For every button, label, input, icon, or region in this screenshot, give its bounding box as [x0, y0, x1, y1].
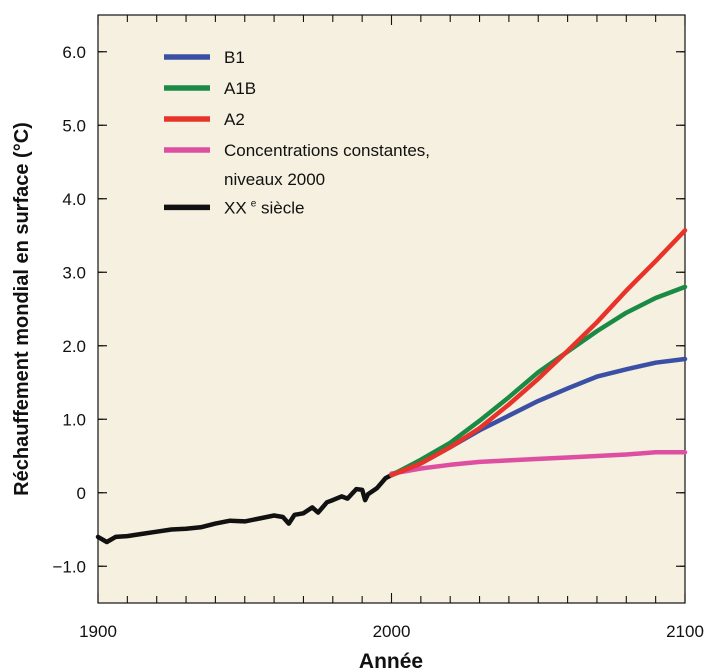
y-tick-label: 2.0 [62, 337, 86, 356]
legend-label-A2: A2 [224, 110, 245, 129]
y-tick-label: 6.0 [62, 43, 86, 62]
y-tick-label: 4.0 [62, 190, 86, 209]
legend-label-constant: Concentrations constantes, [224, 141, 430, 160]
y-tick-label: 5.0 [62, 116, 86, 135]
y-tick-label: 3.0 [62, 263, 86, 282]
x-tick-label: 2000 [373, 622, 411, 641]
legend-label-A1B: A1B [224, 79, 256, 98]
legend-label-B1: B1 [224, 48, 245, 67]
legend-label-constant: niveaux 2000 [224, 170, 325, 189]
legend-suffix: siècle [256, 198, 304, 217]
legend-superscript: e [251, 198, 257, 209]
series-line-20th [95, 472, 394, 545]
series-line-constant [389, 450, 688, 476]
y-tick-label: −1.0 [52, 557, 86, 576]
series-layer [95, 228, 688, 545]
series-line-A2 [389, 228, 688, 478]
legend: B1 A1B A2 Concentrations constantes, niveaux… [164, 48, 430, 217]
ticks-layer: 6.0 5.0 4.0 3.0 2.0 1.0 0 −1.0 1900 2000 2100 [52, 15, 704, 641]
x-tick-label: 2100 [666, 622, 704, 641]
y-axis-title: Réchauffement mondial en surface (°C) [11, 122, 33, 496]
series-line-A1B [389, 284, 688, 478]
y-tick-label: 1.0 [62, 410, 86, 429]
plot-area [97, 14, 686, 604]
x-tick-label: 1900 [79, 622, 117, 641]
x-axis-title: Année [359, 650, 423, 672]
legend-label-20th: XX e siècle [224, 198, 304, 217]
y-tick-label: 0 [77, 484, 86, 503]
